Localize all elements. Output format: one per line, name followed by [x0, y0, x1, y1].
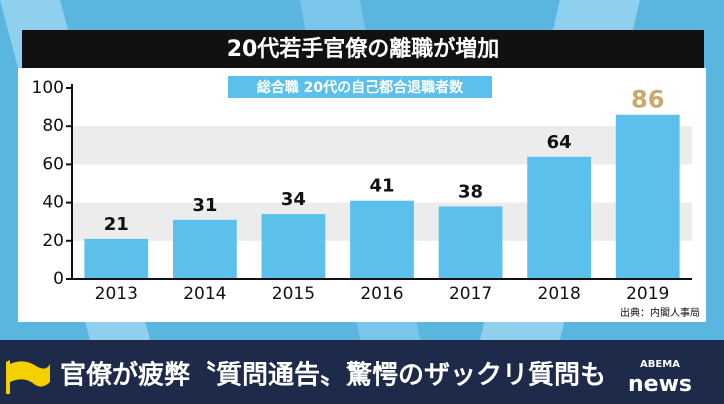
x-tick-label: 2014	[183, 284, 226, 304]
logo-name: news	[628, 372, 692, 397]
y-tick-label: 100	[32, 78, 64, 98]
chart-title: 20代若手官僚の離職が増加	[227, 36, 500, 62]
title-bar	[22, 30, 704, 68]
value-label: 86	[631, 86, 664, 114]
x-tick-label: 2015	[272, 284, 315, 304]
value-label: 38	[458, 181, 483, 202]
subtitle: 総合職 20代の自己都合退職者数	[257, 79, 464, 96]
bar	[84, 238, 149, 279]
ticker-headline: 官僚が疲弊〝質問通告〟驚愕のザックリ質問も	[60, 360, 606, 391]
bar	[350, 200, 414, 279]
x-tick-label: 2013	[95, 284, 138, 304]
grid-band	[72, 126, 692, 165]
x-tick-label: 2017	[449, 284, 492, 304]
y-tick-label: 40	[42, 193, 64, 213]
value-label: 21	[104, 214, 129, 235]
ticker-bar	[0, 340, 724, 404]
plot: 0 20 40 60 80 100 2013 21 2014 31 2015 34 2016 41 2017…	[32, 78, 692, 304]
bar	[615, 114, 680, 280]
bar	[527, 156, 592, 279]
y-tick-label: 60	[42, 154, 64, 174]
y-tick-label: 80	[42, 116, 64, 136]
flag-icon	[10, 361, 50, 387]
bar	[261, 214, 326, 279]
value-label: 64	[547, 132, 572, 153]
value-label: 41	[369, 176, 394, 197]
bar	[438, 206, 503, 279]
x-tick-label: 2016	[360, 284, 403, 304]
value-label: 34	[281, 189, 306, 210]
logo-brand: ABEMA	[640, 359, 680, 370]
y-tick-label: 20	[42, 231, 64, 251]
x-tick-label: 2018	[538, 284, 581, 304]
source: 出典：内閣人事局	[620, 306, 700, 319]
bar	[172, 219, 237, 279]
x-tick-label: 2019	[626, 284, 669, 304]
y-tick-label: 0	[53, 269, 64, 289]
subtitle-box	[228, 76, 492, 98]
flag-pole	[6, 360, 10, 394]
value-label: 31	[192, 195, 217, 216]
